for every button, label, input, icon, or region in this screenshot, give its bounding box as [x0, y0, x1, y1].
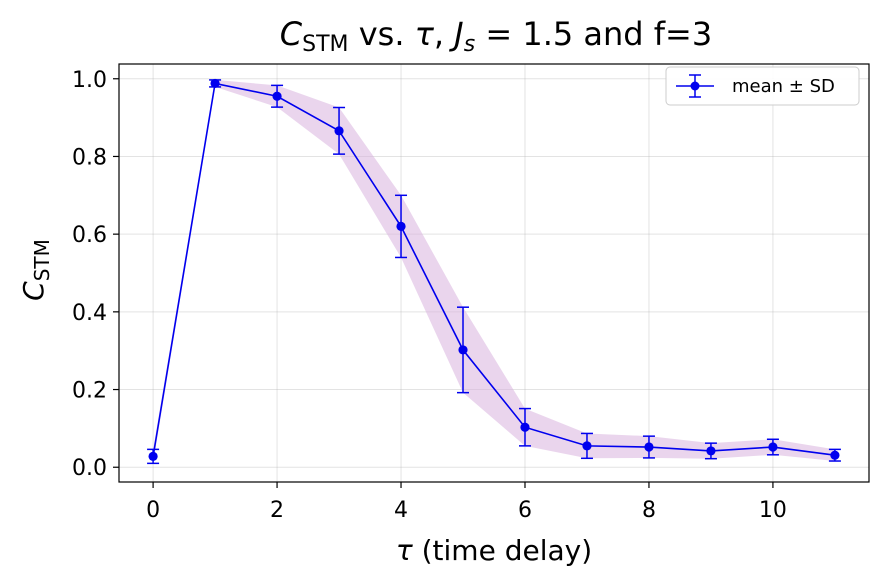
data-point: [706, 446, 716, 456]
data-point: [644, 442, 654, 452]
legend-point-marker: [690, 81, 700, 91]
data-points: [148, 78, 840, 461]
y-tick-label: 1.0: [72, 68, 107, 93]
sd-band-area: [153, 79, 835, 464]
x-label-rest: (time delay): [413, 534, 592, 567]
x-tick-label: 2: [270, 498, 284, 523]
data-point: [210, 78, 220, 89]
y-label-subscript: STM: [30, 239, 54, 281]
title-tau: τ: [415, 15, 435, 53]
y-tick-label: 0.4: [72, 301, 107, 326]
x-label-tau: τ: [396, 534, 413, 567]
y-tick-label: 0.8: [72, 145, 107, 170]
y-axis-label: CSTM: [17, 239, 54, 301]
data-point: [520, 422, 530, 432]
data-point: [334, 126, 344, 136]
x-axis-ticks: 0 2 4 6 8 10: [146, 482, 787, 523]
data-point: [458, 345, 468, 355]
grid: [119, 64, 869, 482]
x-tick-label: 0: [146, 498, 160, 523]
data-point: [768, 442, 778, 452]
y-tick-label: 0.2: [72, 379, 107, 404]
title-rest: = 1.5 and f=3: [475, 15, 712, 53]
chart-title: CSTM vs. τ, Js = 1.5 and f=3: [280, 15, 712, 57]
title-c: C: [280, 15, 303, 53]
title-vs: vs.: [349, 15, 415, 53]
data-point: [272, 91, 282, 101]
sd-band: [153, 79, 835, 464]
x-tick-label: 8: [642, 498, 656, 523]
legend: mean ± SD: [665, 66, 860, 106]
data-point: [582, 441, 592, 451]
title-j-subscript: s: [464, 32, 475, 57]
legend-box: [665, 66, 860, 106]
mean-line: [152, 82, 836, 457]
data-point: [396, 221, 406, 231]
plot-frame: [118, 63, 870, 483]
title-c-subscript: STM: [302, 32, 348, 57]
mean-polyline: [152, 82, 836, 457]
y-axis-ticks: 0.0 0.2 0.4 0.6 0.8 1.0: [72, 68, 119, 481]
title-comma: ,: [434, 15, 454, 53]
x-tick-label: 4: [394, 498, 408, 523]
legend-label: mean ± SD: [732, 76, 835, 97]
data-point: [148, 451, 158, 461]
data-point: [830, 450, 840, 460]
x-axis-label: τ (time delay): [396, 534, 592, 567]
y-tick-label: 0.0: [72, 456, 107, 481]
x-tick-label: 6: [518, 498, 532, 523]
y-label-c: C: [17, 281, 50, 301]
y-tick-label: 0.6: [72, 223, 107, 248]
x-tick-label: 10: [759, 498, 787, 523]
